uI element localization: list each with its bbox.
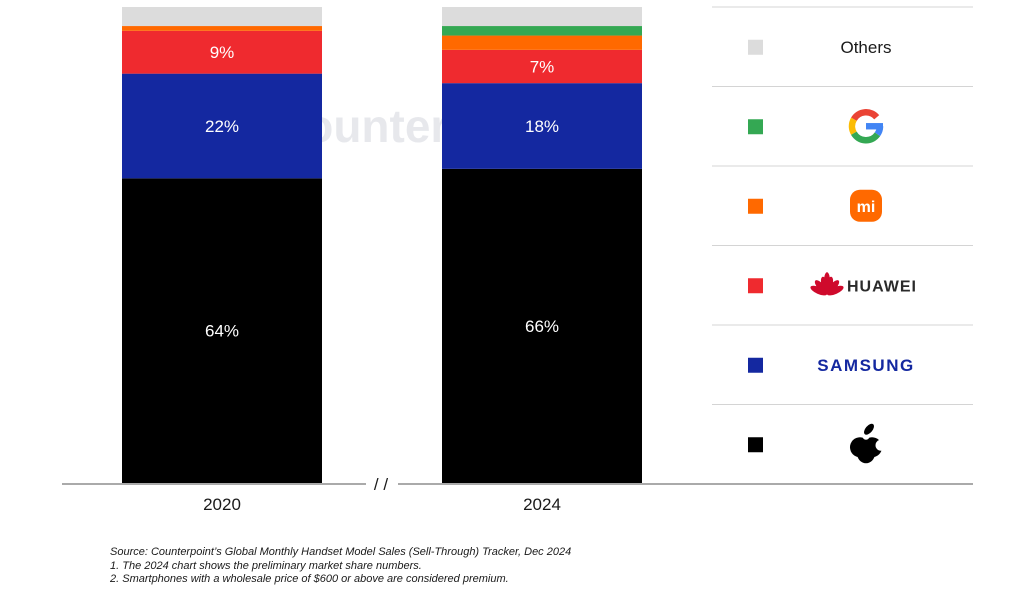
- huawei-logo-icon: HUAWEI: [810, 272, 917, 296]
- data-label-samsung-2020: 22%: [205, 117, 239, 136]
- data-label-huawei-2020: 9%: [210, 43, 235, 62]
- svg-text:HUAWEI: HUAWEI: [847, 278, 917, 295]
- footnote-1: 1. The 2024 chart shows the preliminary …: [110, 559, 422, 572]
- legend-item-huawei: HUAWEI: [748, 272, 917, 296]
- footnotes: Source: Counterpoint’s Global Monthly Ha…: [110, 546, 571, 587]
- legend-item-others: Others: [748, 38, 892, 57]
- apple-logo-icon: [850, 423, 887, 464]
- bar-google-2024: [442, 26, 642, 36]
- legend-swatch-google: [748, 119, 763, 135]
- google-logo-icon: [848, 109, 884, 144]
- axis-break-mark: / /: [374, 475, 388, 494]
- bar-huawei-2020: [122, 30, 322, 74]
- samsung-logo-icon: SAMSUNG: [817, 356, 914, 375]
- legend-swatch-xiaomi: [748, 198, 763, 214]
- svg-text:mi: mi: [857, 199, 876, 216]
- legend-item-samsung: SAMSUNG: [748, 356, 914, 375]
- bar-apple-2024: [442, 168, 642, 483]
- data-label-apple-2020: 64%: [205, 322, 239, 341]
- bar-xiaomi-2024: [442, 35, 642, 50]
- bar-apple-2020: [122, 178, 322, 484]
- legend-swatch-samsung: [748, 357, 763, 373]
- bar-samsung-2020: [122, 73, 322, 179]
- bar-xiaomi-2020: [122, 26, 322, 31]
- x-tick-label-2020: 2020: [203, 495, 241, 514]
- xiaomi-logo-icon: mi: [850, 189, 882, 222]
- bar-others-2020: [122, 7, 322, 27]
- legend-item-apple: [748, 423, 887, 464]
- data-label-huawei-2024: 7%: [530, 58, 555, 77]
- legend-swatch-huawei: [748, 278, 763, 294]
- bar-others-2024: [442, 7, 642, 27]
- legend-swatch-apple: [748, 437, 763, 453]
- legend-item-google: [748, 109, 884, 144]
- x-tick-label-2024: 2024: [523, 495, 561, 514]
- data-label-samsung-2024: 18%: [525, 117, 559, 136]
- footnote-2: 2. Smartphones with a wholesale price of…: [110, 573, 509, 585]
- data-label-apple-2024: 66%: [525, 317, 559, 336]
- legend-item-xiaomi: mi: [748, 189, 882, 222]
- bar-samsung-2024: [442, 83, 642, 169]
- bar-huawei-2024: [442, 49, 642, 84]
- legend-swatch-others: [748, 39, 763, 55]
- legend-label-others: Others: [840, 38, 891, 57]
- source-note: Source: Counterpoint’s Global Monthly Ha…: [110, 546, 572, 558]
- svg-text:SAMSUNG: SAMSUNG: [817, 356, 914, 375]
